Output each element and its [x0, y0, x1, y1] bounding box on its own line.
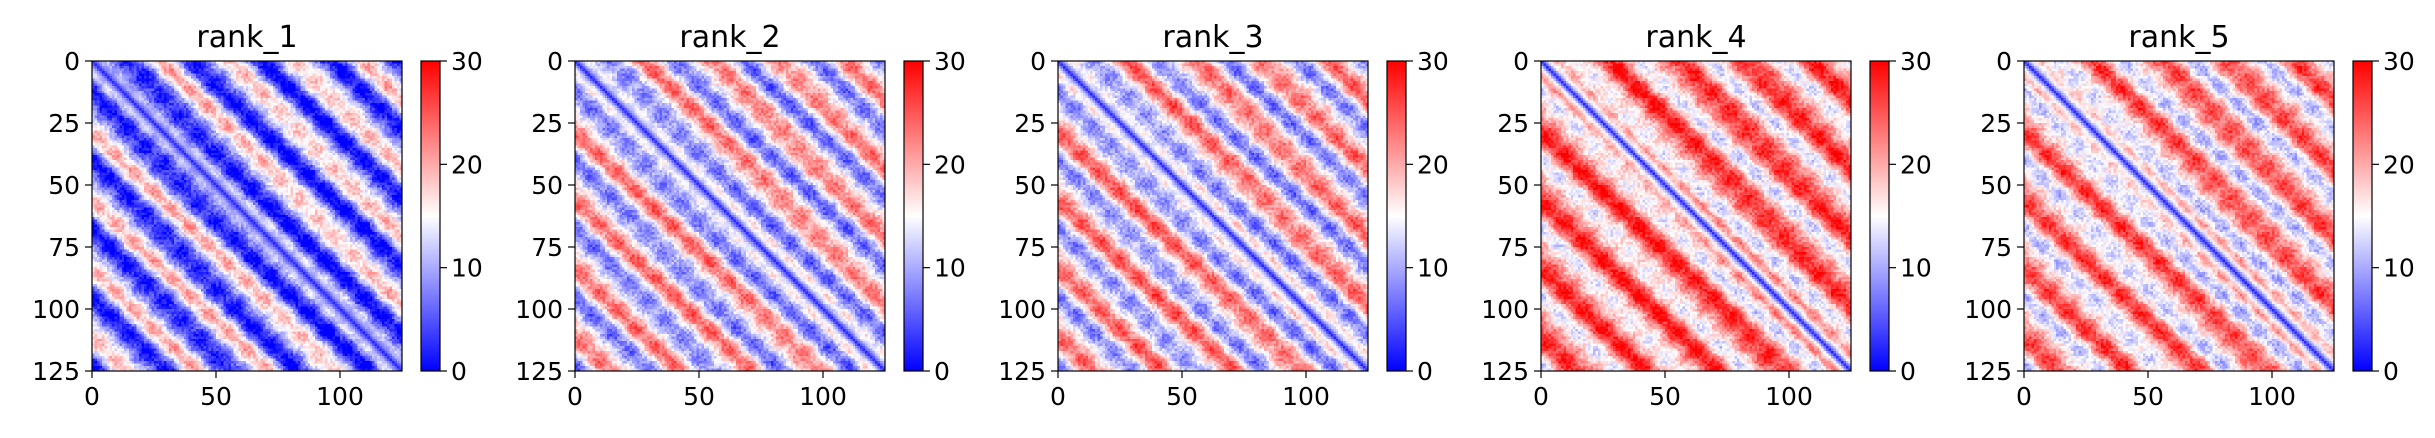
x-tick-label: 0 [1050, 382, 1066, 411]
heatmap-image [1541, 61, 1851, 371]
x-tick-label: 100 [1282, 382, 1330, 411]
y-tick-label: 0 [1513, 47, 1529, 76]
y-tick-label: 75 [48, 233, 80, 262]
colorbar-tick-label: 10 [934, 254, 966, 283]
x-tick-label: 50 [2132, 382, 2164, 411]
colorbar-tick-label: 10 [2383, 254, 2415, 283]
y-tick-label: 125 [1964, 357, 2012, 386]
y-tick-label: 25 [531, 109, 563, 138]
y-tick-label: 25 [1014, 109, 1046, 138]
x-tick-label: 50 [1649, 382, 1681, 411]
colorbar-tick-label: 0 [451, 357, 467, 386]
x-tick-label: 0 [1533, 382, 1549, 411]
colorbar [1386, 60, 1407, 372]
heatmap-frame [2023, 60, 2335, 372]
y-tick-label: 75 [531, 233, 563, 262]
colorbar-tick-label: 20 [934, 150, 966, 179]
heatmap-frame [574, 60, 886, 372]
colorbar-tick-label: 10 [1417, 254, 1449, 283]
colorbar-tick-label: 20 [451, 150, 483, 179]
panel-title: rank_1 [196, 20, 297, 55]
heatmap-panel-1: rank_1 0 50 100 0 25 50 75 100 125 0 10 20 30 [0, 0, 484, 438]
colorbar-tick-label: 10 [1900, 254, 1932, 283]
heatmap-panel-4: rank_4 0 50 100 0 25 50 75 100 125 0 10 20 30 [1449, 0, 1933, 438]
y-tick-label: 50 [1980, 171, 2012, 200]
colorbar-tick-label: 0 [1900, 357, 1916, 386]
y-tick-label: 0 [64, 47, 80, 76]
y-tick-label: 125 [515, 357, 563, 386]
colorbar-tick-label: 30 [1417, 47, 1449, 76]
heatmap-frame [91, 60, 403, 372]
colorbar-tick-label: 30 [1900, 47, 1932, 76]
y-tick-label: 50 [1014, 171, 1046, 200]
colorbar-tick-label: 0 [1417, 357, 1433, 386]
y-tick-label: 100 [32, 295, 80, 324]
y-tick-label: 125 [32, 357, 80, 386]
y-tick-label: 25 [48, 109, 80, 138]
y-tick-label: 50 [1497, 171, 1529, 200]
colorbar-tick-label: 30 [2383, 47, 2415, 76]
x-tick-label: 100 [2248, 382, 2296, 411]
colorbar [1869, 60, 1890, 372]
colorbar-tick-label: 20 [1417, 150, 1449, 179]
colorbar-tick-label: 0 [934, 357, 950, 386]
colorbar-tick-label: 0 [2383, 357, 2399, 386]
heatmap-frame [1057, 60, 1369, 372]
x-tick-label: 0 [567, 382, 583, 411]
y-tick-label: 100 [998, 295, 1046, 324]
y-tick-label: 75 [1980, 233, 2012, 262]
y-tick-label: 100 [1481, 295, 1529, 324]
x-tick-label: 50 [200, 382, 232, 411]
x-tick-label: 100 [799, 382, 847, 411]
y-tick-label: 0 [1996, 47, 2012, 76]
heatmap-frame [1540, 60, 1852, 372]
heatmap-panel-2: rank_2 0 50 100 0 25 50 75 100 125 0 10 20 30 [483, 0, 967, 438]
panel-title: rank_3 [1162, 20, 1263, 55]
x-tick-label: 0 [2016, 382, 2032, 411]
y-tick-label: 25 [1980, 109, 2012, 138]
colorbar-tick-label: 20 [1900, 150, 1932, 179]
x-tick-label: 50 [1166, 382, 1198, 411]
y-tick-label: 25 [1497, 109, 1529, 138]
colorbar [903, 60, 924, 372]
panel-title: rank_5 [2128, 20, 2229, 55]
y-tick-label: 50 [531, 171, 563, 200]
y-tick-label: 125 [998, 357, 1046, 386]
x-tick-label: 0 [84, 382, 100, 411]
y-tick-label: 100 [515, 295, 563, 324]
colorbar-tick-label: 10 [451, 254, 483, 283]
x-tick-label: 100 [1765, 382, 1813, 411]
x-tick-label: 100 [316, 382, 364, 411]
y-tick-label: 125 [1481, 357, 1529, 386]
y-tick-label: 100 [1964, 295, 2012, 324]
colorbar-tick-label: 30 [934, 47, 966, 76]
y-tick-label: 0 [547, 47, 563, 76]
heatmap-image [1058, 61, 1368, 371]
panel-title: rank_2 [679, 20, 780, 55]
heatmap-image [575, 61, 885, 371]
x-tick-label: 50 [683, 382, 715, 411]
colorbar-tick-label: 20 [2383, 150, 2415, 179]
colorbar [420, 60, 441, 372]
colorbar-tick-label: 30 [451, 47, 483, 76]
heatmap-image [2024, 61, 2334, 371]
y-tick-label: 75 [1497, 233, 1529, 262]
colorbar [2352, 60, 2373, 372]
heatmap-panel-3: rank_3 0 50 100 0 25 50 75 100 125 0 10 20 30 [966, 0, 1450, 438]
heatmap-image [92, 61, 402, 371]
y-tick-label: 75 [1014, 233, 1046, 262]
heatmap-panel-5: rank_5 0 50 100 0 25 50 75 100 125 0 10 20 30 [1932, 0, 2416, 438]
y-tick-label: 0 [1030, 47, 1046, 76]
y-tick-label: 50 [48, 171, 80, 200]
panel-title: rank_4 [1645, 20, 1746, 55]
